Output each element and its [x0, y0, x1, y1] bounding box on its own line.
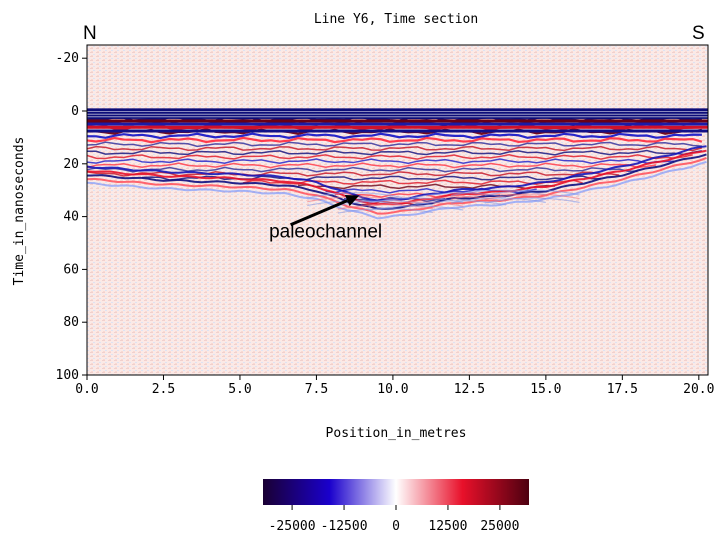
colorbar-tick-label: 25000	[480, 519, 519, 534]
diffraction-hyperbola	[307, 192, 403, 199]
x-tick-label: 10.0	[377, 382, 408, 397]
diffraction-hyperbola	[368, 205, 464, 212]
plot-frame	[86, 44, 709, 376]
surface-stripe	[87, 125, 708, 129]
diffraction-hyperbola	[484, 189, 580, 197]
y-tick-label: 20	[63, 157, 79, 172]
diffraction-hyperbola	[484, 197, 580, 204]
diffraction-hyperbola	[484, 193, 580, 200]
colorbar: -25000 -12500 0 12500 25000	[263, 479, 529, 534]
y-axis-label: Time_in_nanoseconds	[12, 137, 27, 286]
y-tick-label: 0	[71, 104, 79, 119]
surface-stripe	[87, 119, 708, 123]
shallow-layer	[87, 166, 638, 173]
shallow-layer	[87, 153, 693, 160]
y-tick-label: -20	[56, 51, 79, 66]
x-tick-label: 7.5	[305, 382, 328, 397]
diffraction-hyperbola	[450, 189, 546, 197]
colorbar-tick-label: 12500	[428, 519, 467, 534]
shallow-layer	[87, 141, 702, 148]
axes: 0.0 2.5 5.0 7.5 10.0 12.5 15.0 17.5 20.0 -20 0 20 40…	[56, 44, 714, 397]
annotation: paleochannel	[269, 195, 382, 243]
colorbar-swatch	[263, 479, 529, 505]
reflector-line	[87, 156, 707, 215]
reflector-line	[87, 153, 707, 210]
shallow-layer	[87, 158, 675, 165]
surface-stripe	[87, 129, 708, 133]
shallow-layer	[87, 170, 620, 177]
diffraction-hyperbola	[368, 201, 464, 208]
x-tick-label: 17.5	[607, 382, 638, 397]
surface-band	[87, 108, 708, 119]
annotation-arrow-head	[344, 195, 360, 207]
diffraction-hyperbola	[450, 193, 546, 200]
shallow-layer	[343, 196, 446, 203]
diffraction-hyperbola	[450, 197, 546, 204]
x-tick-label: 12.5	[454, 382, 485, 397]
chart-title: Line Y6, Time section	[314, 12, 478, 27]
shallow-layer	[87, 136, 703, 144]
annotation-text: paleochannel	[269, 222, 382, 243]
reflector-line	[87, 160, 707, 220]
shallow-layer	[87, 132, 702, 140]
x-tick-label: 20.0	[683, 382, 714, 397]
y-tick-label: 40	[63, 210, 79, 225]
colorbar-tick-label: -12500	[321, 519, 368, 534]
plot-area	[87, 45, 708, 375]
diffraction-hyperbola	[368, 197, 464, 204]
annotation-arrow-line	[290, 199, 348, 227]
y-tick-label: 60	[63, 262, 79, 277]
noise-background	[87, 45, 708, 375]
colorbar-tick-label: -25000	[269, 519, 316, 534]
diffraction-hyperbola	[411, 200, 507, 207]
y-tick-label: 100	[56, 368, 79, 383]
shallow-layer	[87, 162, 657, 169]
diffraction-hyperbola	[337, 208, 433, 214]
x-tick-label: 15.0	[530, 382, 561, 397]
shallow-layer	[87, 149, 703, 156]
diffraction-hyperbola	[307, 200, 403, 207]
colorbar-tick-label: 0	[392, 519, 400, 534]
surface-stripe	[87, 122, 708, 126]
x-tick-label: 0.0	[75, 382, 98, 397]
x-tick-label: 2.5	[152, 382, 175, 397]
y-tick-label: 80	[63, 315, 79, 330]
corner-label-left: N	[83, 23, 97, 44]
corner-label-right: S	[692, 23, 705, 44]
x-axis-label: Position_in_metres	[326, 426, 467, 441]
shallow-layer	[87, 145, 703, 152]
x-tick-label: 5.0	[228, 382, 251, 397]
